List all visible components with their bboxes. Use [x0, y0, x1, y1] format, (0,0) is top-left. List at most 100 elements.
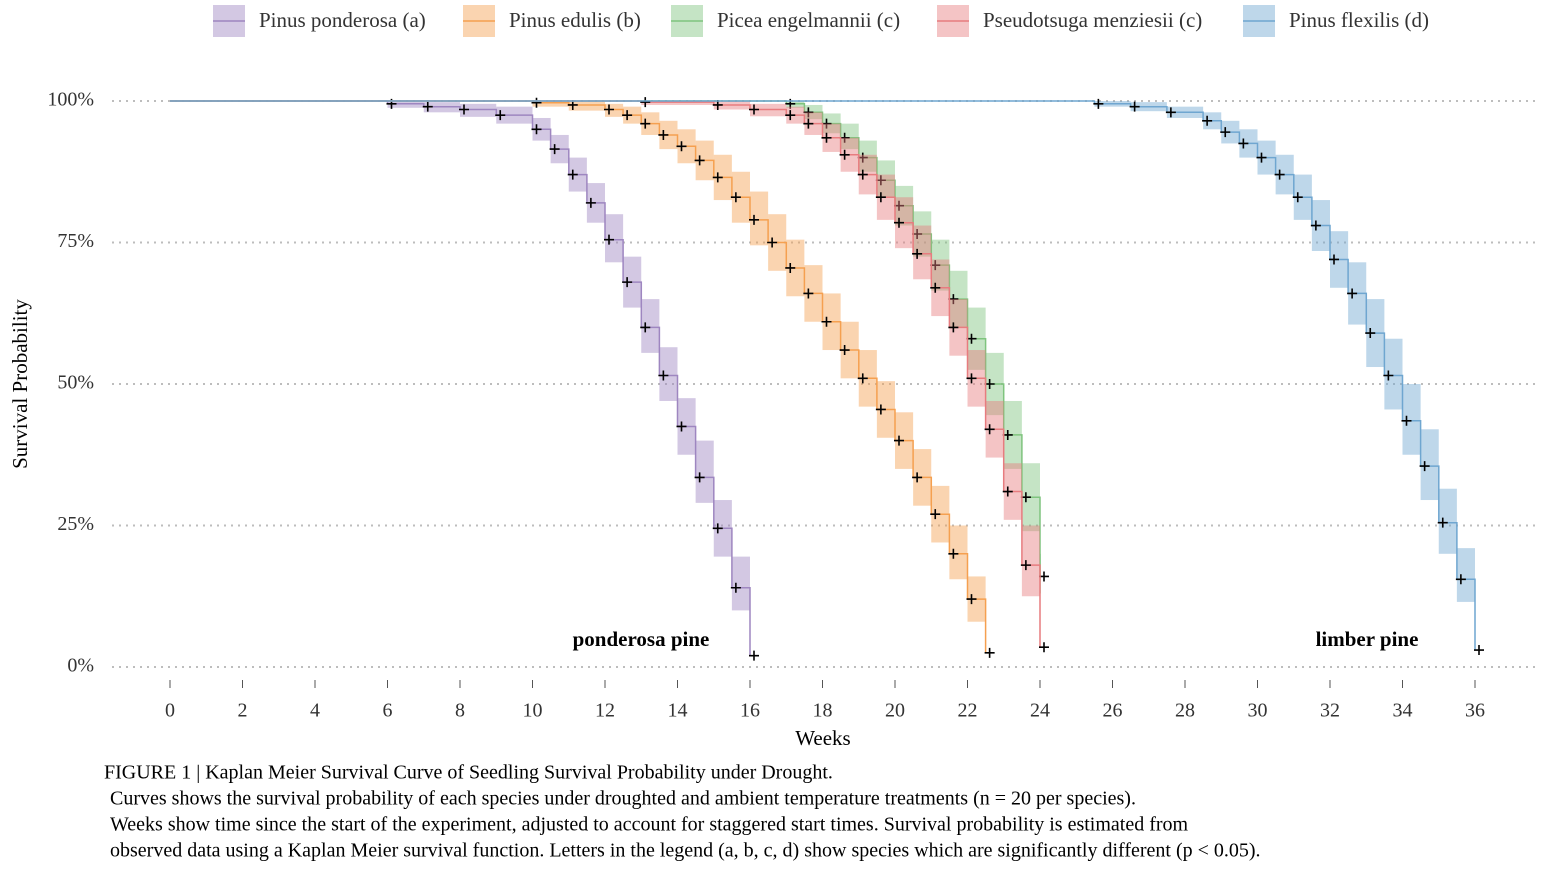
censor-mark [984, 647, 995, 658]
censor-mark [930, 509, 941, 520]
censor-mark [622, 277, 633, 288]
censor-mark [749, 104, 759, 115]
confidence-band [731, 556, 750, 611]
censor-mark [1383, 370, 1394, 381]
censor-mark [604, 104, 614, 115]
censor-mark [1238, 138, 1249, 149]
confidence-band [876, 160, 895, 198]
censor-mark [1329, 254, 1339, 265]
censor-mark [948, 548, 959, 559]
censor-mark [984, 424, 995, 435]
censor-mark [785, 110, 796, 121]
censor-mark [694, 155, 705, 166]
censor-mark [948, 322, 959, 333]
y-axis-title: Survival Probability [8, 299, 32, 469]
censor-mark [658, 370, 669, 381]
censor-mark [912, 248, 923, 259]
survival-line [170, 100, 1041, 577]
confidence-band [605, 103, 624, 117]
series [170, 98, 759, 661]
censor-mark [1419, 461, 1430, 472]
x-tick-label: 30 [1248, 700, 1268, 722]
legend: Pinus ponderosa (a) Pinus edulis (b) Picea… [213, 5, 1429, 37]
caption-line: FIGURE 1 | Kaplan Meier Survival Curve o… [104, 762, 833, 784]
legend-label: Pseudotsuga menziesii (c) [983, 8, 1202, 32]
censor-mark [1401, 415, 1412, 426]
censor-mark [712, 523, 723, 534]
censor-mark [1129, 101, 1140, 112]
censor-mark [1437, 517, 1448, 528]
confidence-band [1456, 548, 1475, 602]
legend-label: Picea engelmannii (c) [717, 8, 900, 32]
censor-mark [749, 214, 759, 225]
censor-mark [803, 118, 814, 129]
x-tick-label: 32 [1320, 700, 1340, 722]
censor-mark [1256, 152, 1267, 163]
censor-mark [803, 288, 814, 299]
x-tick-label: 22 [958, 700, 978, 722]
censor-mark [1093, 98, 1104, 109]
x-tick-label: 4 [310, 700, 320, 722]
series [170, 97, 995, 658]
censor-mark [839, 345, 850, 356]
censor-mark [549, 144, 560, 155]
confidence-band [858, 140, 877, 172]
y-tick-label: 75% [57, 230, 94, 252]
censor-mark [585, 197, 596, 208]
confidence-band [1021, 525, 1040, 597]
censor-mark [857, 169, 868, 180]
censor-mark [1202, 115, 1213, 126]
x-tick-label: 10 [523, 700, 543, 722]
y-tick-label: 0% [67, 655, 94, 677]
censor-mark [1310, 220, 1321, 231]
censor-mark [676, 421, 687, 432]
censor-mark [1347, 288, 1358, 299]
confidence-band [460, 103, 497, 117]
censor-mark [694, 472, 705, 483]
censor-mark [1455, 574, 1466, 585]
x-tick-label: 12 [595, 700, 615, 722]
censor-mark [567, 169, 578, 180]
confidence-band [949, 525, 968, 580]
confidence-band [659, 347, 678, 401]
x-tick-label: 16 [740, 700, 760, 722]
x-tick-label: 6 [383, 700, 393, 722]
censor-mark [966, 594, 977, 605]
censor-mark [839, 149, 850, 160]
y-tick-label: 50% [57, 372, 94, 394]
censor-mark [676, 141, 687, 152]
x-tick-label: 28 [1175, 700, 1195, 722]
confidence-band [1438, 488, 1457, 554]
censor-mark [1474, 645, 1484, 656]
confidence-band [532, 101, 569, 107]
legend-label: Pinus edulis (b) [509, 8, 641, 32]
confidence-band [568, 101, 605, 111]
legend-label: Pinus flexilis (d) [1289, 8, 1429, 32]
x-tick-label: 24 [1030, 700, 1050, 722]
caption-line: observed data using a Kaplan Meier survi… [110, 840, 1261, 862]
confidence-band [1384, 338, 1403, 410]
censor-mark [1002, 486, 1013, 497]
confidence-band [1420, 429, 1439, 501]
censor-mark [730, 192, 741, 203]
censor-mark [658, 129, 669, 140]
censor-mark [640, 97, 651, 108]
censor-mark [1274, 169, 1285, 180]
x-tick-label: 20 [885, 700, 905, 722]
x-tick-label: 14 [668, 700, 688, 722]
censor-mark [495, 110, 506, 121]
censor-mark [875, 192, 886, 203]
x-tick-label: 8 [455, 700, 465, 722]
censor-mark [966, 373, 977, 384]
confidence-band [695, 440, 714, 503]
confidence-band [750, 191, 769, 246]
survival-line [170, 100, 1476, 650]
censor-mark [640, 322, 651, 333]
censor-mark [803, 107, 814, 118]
x-tick-label: 18 [813, 700, 833, 722]
censor-mark [604, 234, 614, 245]
censor-mark [531, 124, 542, 135]
annotation: limber pine [1316, 627, 1419, 651]
censor-mark [531, 97, 542, 108]
